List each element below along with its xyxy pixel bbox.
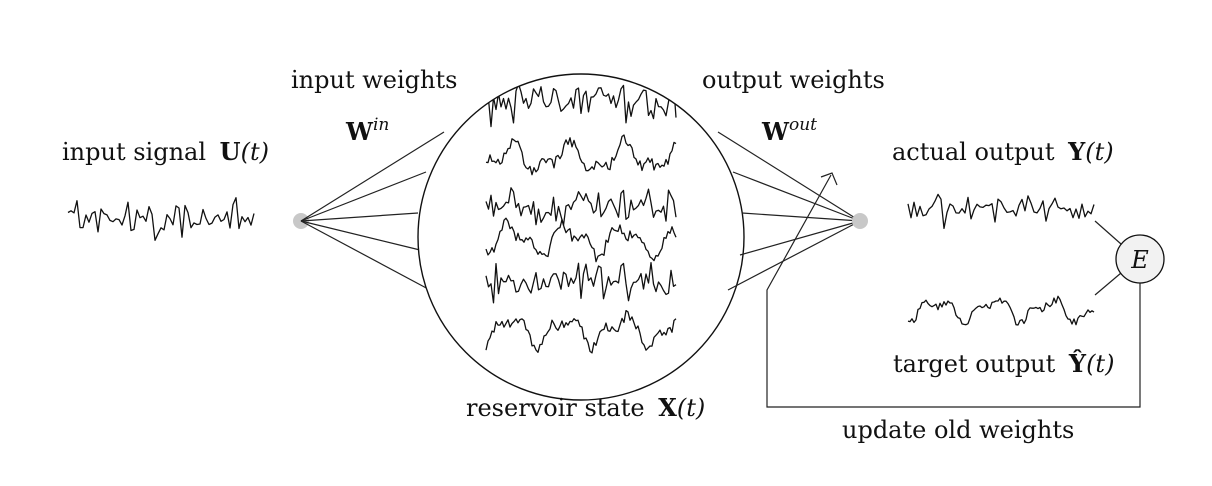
input-weights-label: input weights	[291, 66, 457, 94]
output-weight-line	[728, 221, 860, 290]
output-weight-line	[740, 221, 860, 255]
error-node-label: E	[1130, 246, 1149, 274]
target-to-error-line	[1095, 273, 1121, 295]
w-out-label: Wout	[761, 115, 817, 146]
input-signal-wave	[68, 198, 254, 241]
actual-output-wave	[908, 194, 1094, 228]
actual-output-label: actual output Y(t)	[892, 137, 1114, 166]
output-node	[852, 213, 868, 229]
reservoir-state-label: reservoir state X(t)	[466, 393, 705, 422]
output-weights-label: output weights	[702, 66, 885, 94]
w-in-label: Win	[345, 115, 389, 146]
input-weight-line	[301, 221, 420, 250]
target-output-label: target output Ŷ(t)	[893, 349, 1114, 378]
actual-to-error-line	[1095, 221, 1121, 244]
update-weights-label: update old weights	[842, 416, 1074, 444]
input-weight-line	[301, 221, 430, 290]
input-signal-label: input signal U(t)	[62, 137, 269, 166]
target-output-wave	[908, 296, 1094, 325]
